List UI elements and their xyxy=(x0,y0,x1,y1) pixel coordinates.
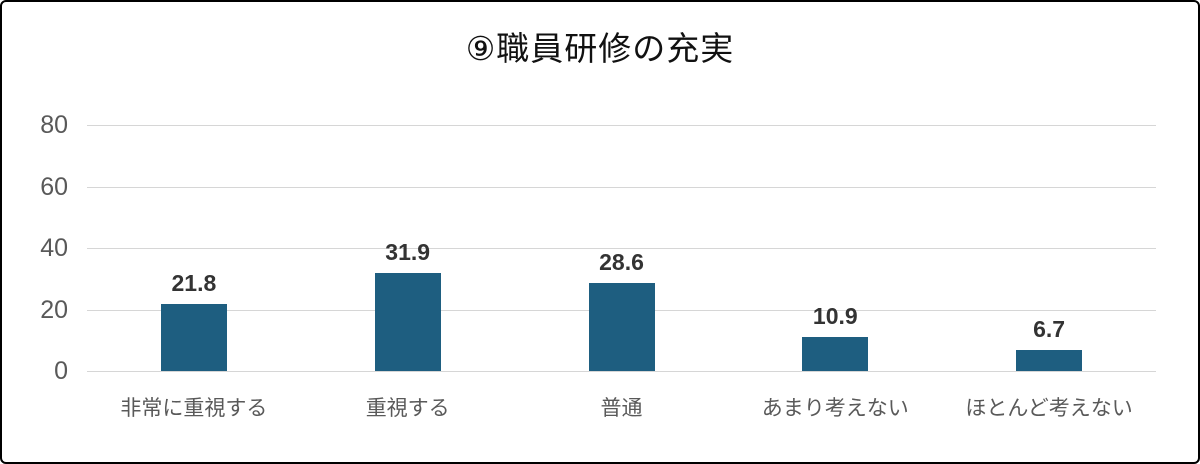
x-axis-category-label-4: ほとんど考えない xyxy=(965,397,1133,420)
bar-value-label-4: 6.7 xyxy=(1033,316,1066,343)
chart-title: ⑨職員研修の充実 xyxy=(465,30,735,67)
bar-value-label-1: 31.9 xyxy=(385,238,431,265)
bar-1 xyxy=(374,272,441,371)
bar-value-label-0: 21.8 xyxy=(171,269,217,296)
bar-0 xyxy=(160,303,227,371)
bar-2 xyxy=(588,283,655,371)
x-axis-category-label-2: 普通 xyxy=(600,397,643,420)
gridline-y0 xyxy=(87,371,1156,372)
gridline-y60 xyxy=(87,186,1156,188)
bar-3 xyxy=(802,337,869,371)
gridline-y40 xyxy=(87,248,1156,249)
bar-4 xyxy=(1016,350,1083,371)
y-axis-tick-label: 80 xyxy=(40,111,68,139)
x-axis-category-label-0: 非常に重視する xyxy=(120,397,268,420)
bar-value-label-3: 10.9 xyxy=(812,303,858,330)
gridline-y80 xyxy=(87,125,1156,126)
x-axis-category-label-3: あまり考えない xyxy=(761,397,909,420)
bar-value-label-2: 28.6 xyxy=(599,249,644,276)
y-axis-tick-label: 60 xyxy=(40,172,68,201)
y-axis-tick-label: 40 xyxy=(40,234,68,262)
y-axis-tick-label: 0 xyxy=(54,357,68,385)
y-axis-tick-label: 20 xyxy=(40,295,68,324)
x-axis-category-label-1: 重視する xyxy=(365,397,450,420)
